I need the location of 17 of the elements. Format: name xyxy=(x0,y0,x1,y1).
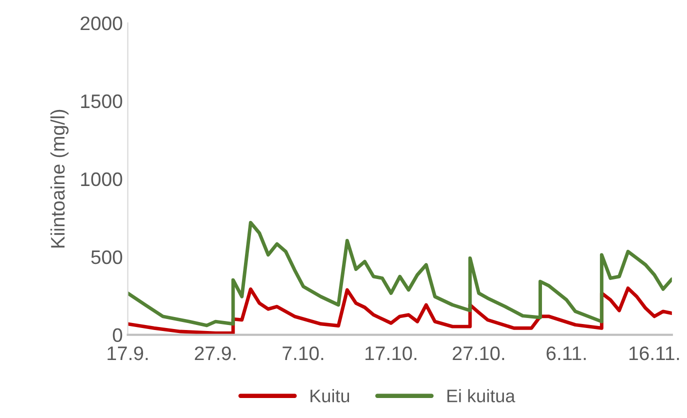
x-tick-label: 27.10. xyxy=(452,346,504,360)
y-tick-label: 2000 xyxy=(80,16,122,30)
x-tick-label: 7.10. xyxy=(282,346,324,360)
x-tick-label: 16.11. xyxy=(630,346,679,360)
y-tick-label: 1500 xyxy=(81,94,122,108)
y-tick-label: 1000 xyxy=(81,172,122,186)
x-tick-label: 17.10. xyxy=(366,346,416,360)
legend-label: Ei kuitua xyxy=(447,389,516,402)
line-series xyxy=(128,220,672,328)
x-tick-label: 6.11. xyxy=(546,346,586,360)
line-series xyxy=(128,286,672,335)
y-tick-label: 0 xyxy=(112,328,122,342)
y-axis-title: Kiintoaine (mg/l) xyxy=(50,110,69,248)
x-tick-label: 27.9. xyxy=(194,346,236,360)
x-tick-label: 17.9. xyxy=(108,346,148,360)
legend-label: Kuitu xyxy=(310,389,350,402)
y-tick-label: 500 xyxy=(91,250,122,264)
